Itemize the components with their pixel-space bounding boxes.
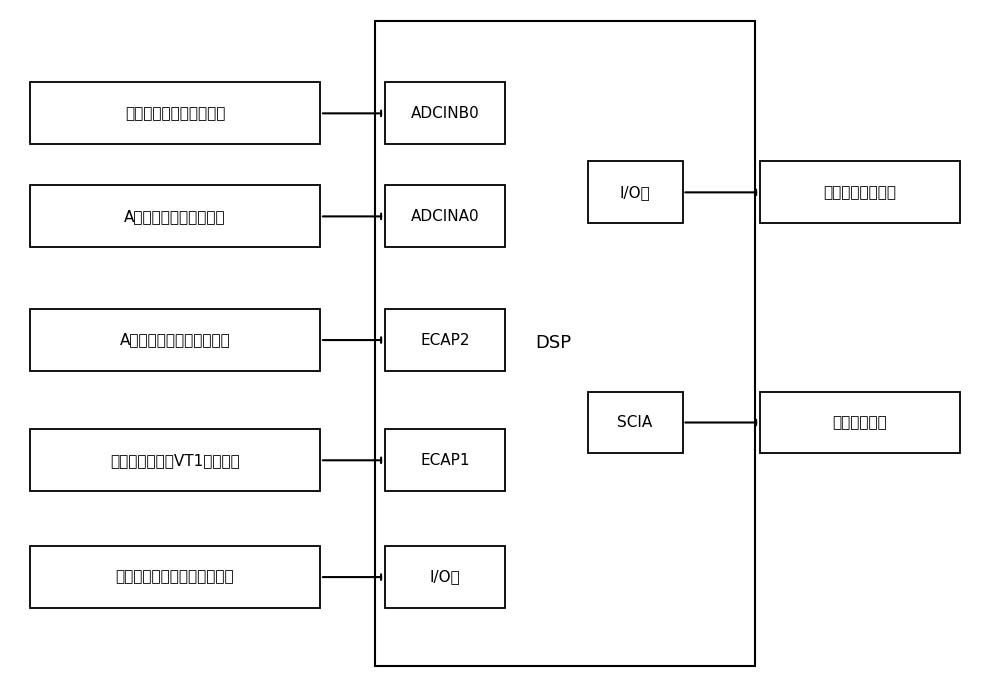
Bar xyxy=(760,161,960,223)
Text: ECAP1: ECAP1 xyxy=(420,453,470,468)
Text: I/O口: I/O口 xyxy=(620,185,650,200)
Text: A相电压采样与转换电路: A相电压采样与转换电路 xyxy=(124,209,226,224)
Bar xyxy=(385,82,505,144)
Bar xyxy=(385,185,505,247)
Text: I/O口: I/O口 xyxy=(430,570,460,585)
Bar xyxy=(588,161,682,223)
Bar xyxy=(30,546,320,608)
Bar xyxy=(385,309,505,371)
Text: ADCINB0: ADCINB0 xyxy=(411,106,479,121)
Text: A相电压过零信号检测电路: A相电压过零信号检测电路 xyxy=(120,333,230,348)
Bar xyxy=(588,392,682,453)
Text: SCIA: SCIA xyxy=(617,415,653,430)
Text: 故障显示报警电路: 故障显示报警电路 xyxy=(824,185,896,200)
Bar xyxy=(30,185,320,247)
Text: DSP: DSP xyxy=(535,335,571,352)
Bar xyxy=(30,82,320,144)
Text: ECAP2: ECAP2 xyxy=(420,333,470,348)
Bar xyxy=(385,429,505,491)
Text: 整流电压采样与转换电路: 整流电压采样与转换电路 xyxy=(125,106,225,121)
Bar xyxy=(30,429,320,491)
Bar xyxy=(30,309,320,371)
Bar xyxy=(385,546,505,608)
Text: 串口通信电路: 串口通信电路 xyxy=(833,415,887,430)
Bar xyxy=(375,21,755,666)
Text: 晶闸管触发信号VT1检测电路: 晶闸管触发信号VT1检测电路 xyxy=(110,453,240,468)
Text: 快速熔断器动作信号检测电路: 快速熔断器动作信号检测电路 xyxy=(116,570,234,585)
Text: ADCINA0: ADCINA0 xyxy=(411,209,479,224)
Bar xyxy=(760,392,960,453)
